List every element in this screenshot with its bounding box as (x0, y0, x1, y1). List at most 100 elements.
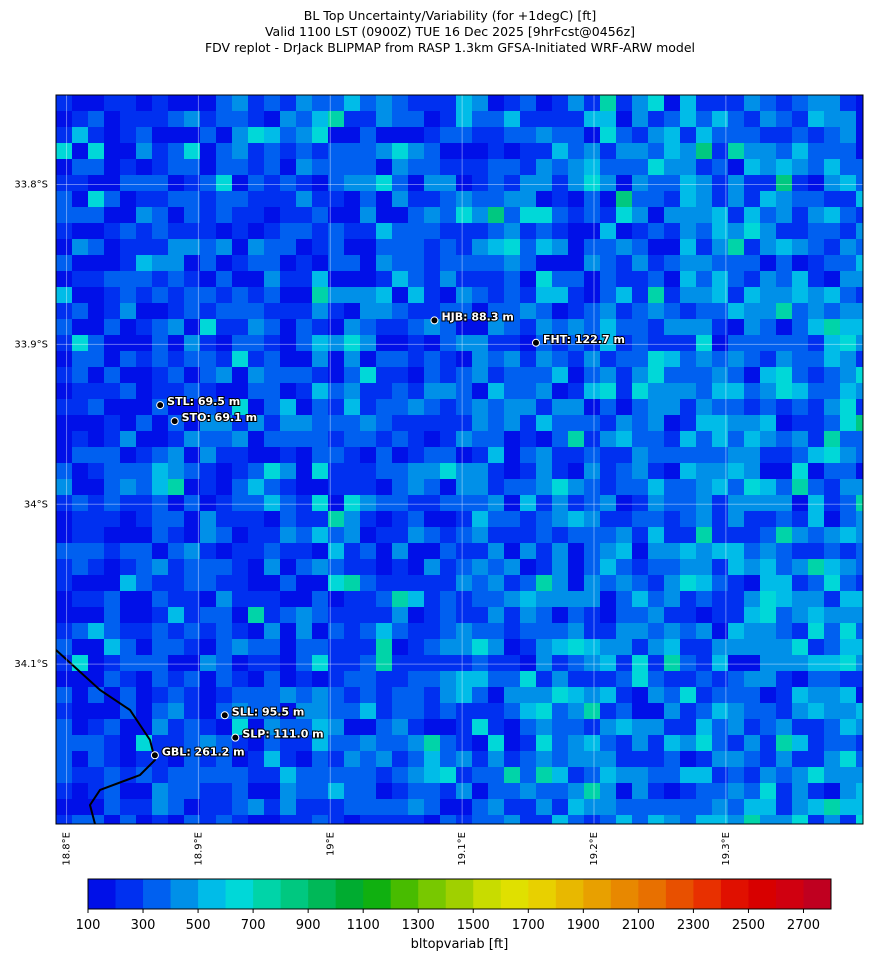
field-cell (648, 111, 664, 127)
field-cell (424, 127, 440, 143)
field-cell (328, 799, 344, 815)
field-cell (808, 607, 824, 623)
field-cell (440, 799, 456, 815)
field-cell (136, 495, 152, 511)
field-cell (616, 399, 632, 415)
field-cell (312, 495, 328, 511)
field-cell (568, 591, 584, 607)
field-cell (120, 799, 136, 815)
field-cell (664, 495, 680, 511)
field-cell (248, 383, 264, 399)
field-cell (296, 447, 312, 463)
field-cell (584, 383, 600, 399)
field-cell (792, 559, 808, 575)
field-cell (632, 591, 648, 607)
field-cell (808, 175, 824, 191)
colorbar-tick-label: 2700 (787, 918, 820, 933)
field-cell (680, 783, 696, 799)
field-cell (712, 127, 728, 143)
field-cell (488, 223, 504, 239)
colorbar-swatch (445, 879, 474, 909)
field-cell (632, 239, 648, 255)
field-cell (216, 463, 232, 479)
field-cell (472, 655, 488, 671)
field-cell (88, 527, 104, 543)
field-cell (648, 543, 664, 559)
field-cell (680, 303, 696, 319)
field-cell (440, 319, 456, 335)
field-cell (56, 559, 72, 575)
field-cell (216, 207, 232, 223)
field-cell (344, 655, 360, 671)
field-cell (584, 559, 600, 575)
field-cell (792, 511, 808, 527)
field-cell (296, 95, 312, 111)
field-cell (488, 191, 504, 207)
field-cell (680, 287, 696, 303)
field-cell (248, 335, 264, 351)
field-cell (696, 255, 712, 271)
field-cell (808, 815, 824, 824)
lon-tick-label: 19.2°E (589, 832, 600, 866)
field-cell (248, 367, 264, 383)
field-cell (584, 255, 600, 271)
field-cell (552, 143, 568, 159)
colorbar-swatch (280, 879, 309, 909)
field-cell (456, 543, 472, 559)
field-cell (296, 495, 312, 511)
field-cell (104, 287, 120, 303)
field-cell (552, 287, 568, 303)
field-cell (376, 703, 392, 719)
field-cell (360, 271, 376, 287)
field-cell (552, 447, 568, 463)
field-cell (728, 111, 744, 127)
field-cell (840, 767, 856, 783)
field-cell (776, 511, 792, 527)
field-cell (536, 143, 552, 159)
field-cell (840, 575, 856, 591)
field-cell (88, 639, 104, 655)
field-cell (744, 623, 760, 639)
field-cell (104, 735, 120, 751)
colorbar-swatch (225, 879, 254, 909)
field-cell (424, 223, 440, 239)
field-cell (72, 223, 88, 239)
field-cell (184, 159, 200, 175)
field-cell (744, 143, 760, 159)
field-cell (328, 335, 344, 351)
field-cell (632, 575, 648, 591)
field-cell (344, 543, 360, 559)
field-cell (136, 351, 152, 367)
field-cell (712, 815, 728, 824)
field-cell (184, 527, 200, 543)
field-cell (680, 799, 696, 815)
field-cell (488, 543, 504, 559)
field-cell (232, 751, 248, 767)
field-cell (200, 751, 216, 767)
field-cell (136, 303, 152, 319)
field-cell (728, 543, 744, 559)
field-cell (808, 159, 824, 175)
field-cell (344, 671, 360, 687)
field-cell (648, 783, 664, 799)
field-cell (296, 735, 312, 751)
colorbar-frame (87, 878, 832, 910)
field-cell (696, 655, 712, 671)
field-cell (456, 431, 472, 447)
field-cell (136, 415, 152, 431)
field-cell (328, 559, 344, 575)
field-cell (584, 303, 600, 319)
field-cell (200, 783, 216, 799)
field-cell (584, 447, 600, 463)
field-cell (504, 511, 520, 527)
field-cell (312, 479, 328, 495)
field-cell (776, 351, 792, 367)
field-cell (376, 623, 392, 639)
field-cell (104, 175, 120, 191)
field-cell (280, 367, 296, 383)
field-cell (728, 207, 744, 223)
field-cell (104, 383, 120, 399)
field-cell (104, 511, 120, 527)
field-cell (728, 431, 744, 447)
field-cell (312, 527, 328, 543)
